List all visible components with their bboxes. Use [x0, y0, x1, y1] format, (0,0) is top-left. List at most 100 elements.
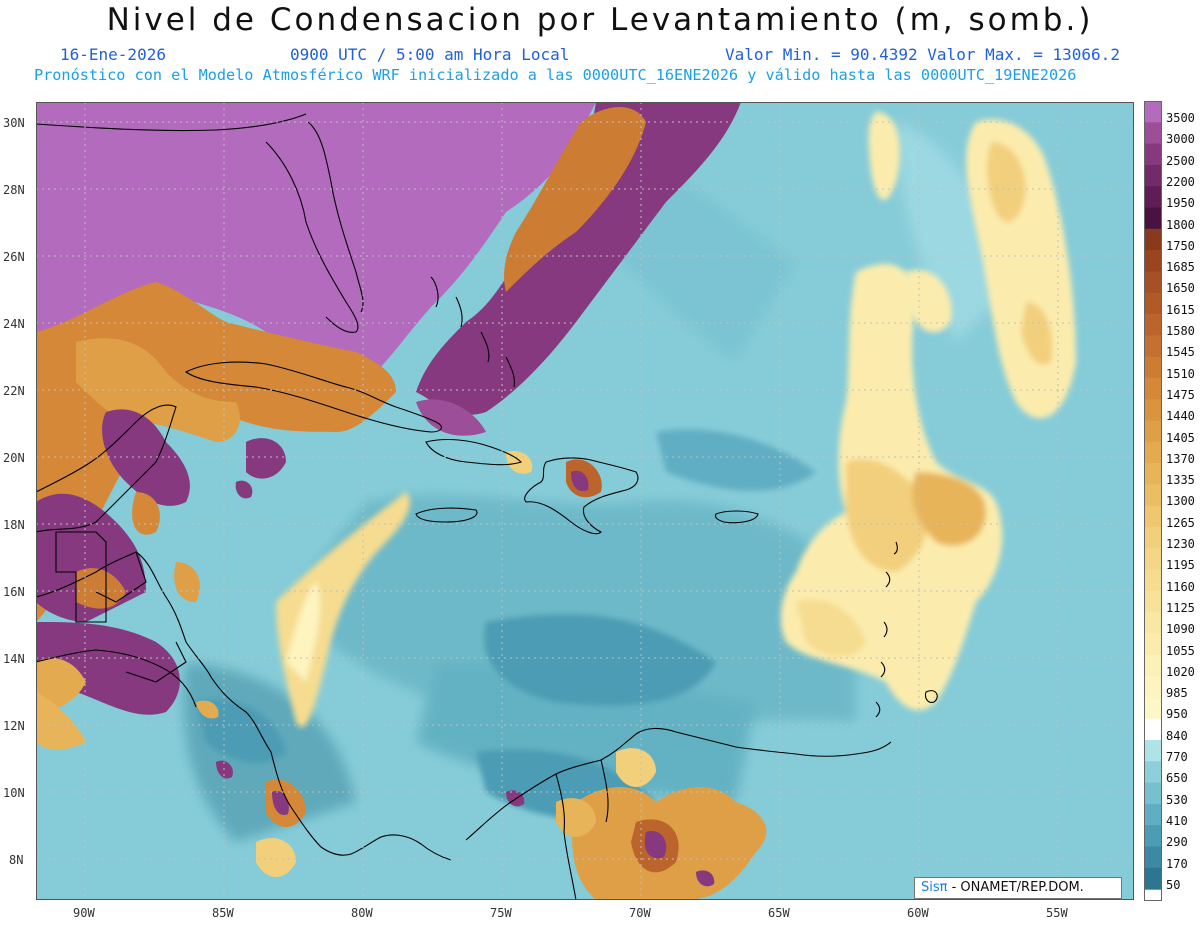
- lat-label: 12N: [3, 719, 25, 733]
- lat-label: 22N: [3, 384, 25, 398]
- colorbar-border: [1144, 101, 1162, 901]
- colorbar-swatch: [1144, 740, 1162, 762]
- colorbar-swatch: [1144, 356, 1162, 379]
- colorbar-swatch: [1144, 207, 1162, 230]
- lon-label: 80W: [351, 906, 373, 920]
- colorbar-swatch: [1144, 697, 1162, 720]
- colorbar-level-label: 2500: [1166, 153, 1195, 168]
- colorbar-level-label: 1545: [1166, 345, 1195, 360]
- colorbar-swatch: [1144, 782, 1162, 805]
- colorbar-level-label: 1160: [1166, 579, 1195, 594]
- lon-label: 60W: [907, 906, 929, 920]
- colorbar-level-label: 1510: [1166, 366, 1195, 381]
- lat-label: 24N: [3, 317, 25, 331]
- map-title: Nivel de Condensacion por Levantamiento …: [106, 2, 1094, 38]
- colorbar-level-label: 3000: [1166, 132, 1195, 147]
- colorbar-swatch: [1144, 228, 1162, 251]
- credit-box: Sisπ - ONAMET/REP.DOM.: [914, 877, 1122, 899]
- lon-label: 85W: [212, 906, 234, 920]
- colorbar-level-label: 950: [1166, 707, 1188, 722]
- colorbar-level-label: 1055: [1166, 643, 1195, 658]
- colorbar-swatch: [1144, 548, 1162, 571]
- colorbar-level-label: 3500: [1166, 111, 1195, 125]
- colorbar-level-label: 2200: [1166, 174, 1195, 189]
- lat-label: 20N: [3, 451, 25, 465]
- colorbar-swatch: [1144, 186, 1162, 209]
- colorbar-level-label: 1475: [1166, 387, 1195, 402]
- lcl-shading: [36, 102, 1134, 900]
- lon-label: 75W: [490, 906, 512, 920]
- colorbar-swatch: [1144, 335, 1162, 358]
- colorbar-level-label: 985: [1166, 686, 1188, 701]
- colorbar-level-label: 50: [1166, 877, 1181, 892]
- colorbar-level-label: 770: [1166, 750, 1188, 764]
- colorbar-level-label: 1125: [1166, 600, 1195, 615]
- colorbar-swatch: [1144, 633, 1162, 656]
- colorbar-level-label: 1335: [1166, 473, 1195, 488]
- lcl-map: [36, 102, 1134, 900]
- colorbar-level-label: 170: [1166, 856, 1188, 871]
- colorbar-level-label: 1685: [1166, 260, 1195, 275]
- colorbar-level-label: 1020: [1166, 664, 1195, 679]
- colorbar-swatch: [1144, 292, 1162, 315]
- lat-label: 26N: [3, 250, 25, 264]
- colorbar-swatch: [1144, 867, 1162, 890]
- colorbar-swatch: [1144, 420, 1162, 443]
- colorbar-swatch: [1144, 463, 1162, 485]
- colorbar-level-label: 1440: [1166, 409, 1195, 424]
- colorbar-swatch: [1144, 143, 1162, 166]
- colorbar-level-label: 1230: [1166, 537, 1195, 551]
- colorbar-level-label: 650: [1166, 771, 1188, 786]
- coastlines: [36, 113, 938, 900]
- colorbar-swatch: [1144, 271, 1162, 294]
- colorbar-swatch: [1144, 484, 1162, 507]
- model-info: Pronóstico con el Modelo Atmosférico WRF…: [34, 66, 1077, 84]
- colorbar-swatch: [1144, 250, 1162, 272]
- colorbar-swatch: [1144, 314, 1162, 336]
- colorbar: [1144, 101, 1162, 901]
- credit-text: - ONAMET/REP.DOM.: [951, 880, 1084, 895]
- colorbar-swatch: [1144, 164, 1162, 187]
- lat-label: 30N: [3, 116, 25, 130]
- colorbar-swatch: [1144, 803, 1162, 826]
- colorbar-swatch: [1144, 505, 1162, 528]
- colorbar-level-label: 1195: [1166, 558, 1195, 573]
- colorbar-level-label: 1300: [1166, 494, 1195, 509]
- colorbar-level-label: 1750: [1166, 238, 1195, 253]
- colorbar-level-label: 840: [1166, 728, 1188, 743]
- colorbar-level-label: 1580: [1166, 324, 1195, 338]
- colorbar-swatch: [1144, 654, 1162, 677]
- colorbar-level-label: 410: [1166, 813, 1188, 828]
- colorbar-level-label: 1090: [1166, 622, 1195, 637]
- colorbar-swatch: [1144, 590, 1162, 613]
- colorbar-level-label: 1650: [1166, 281, 1195, 296]
- colorbar-level-label: 290: [1166, 835, 1188, 850]
- sispi-logo: Sisπ: [921, 880, 948, 895]
- colorbar-swatch: [1144, 612, 1162, 635]
- colorbar-swatch: [1144, 441, 1162, 464]
- lat-label: 28N: [3, 183, 25, 197]
- lat-label: 10N: [3, 786, 25, 800]
- colorbar-swatch: [1144, 101, 1162, 123]
- forecast-date: 16-Ene-2026: [60, 45, 166, 64]
- colorbar-swatch: [1144, 825, 1162, 848]
- colorbar-swatch: [1144, 718, 1162, 741]
- colorbar-level-label: 1615: [1166, 302, 1195, 317]
- lat-label: 14N: [3, 652, 25, 666]
- lat-label: 18N: [3, 518, 25, 532]
- colorbar-level-label: 530: [1166, 792, 1188, 807]
- colorbar-level-label: 1950: [1166, 196, 1195, 211]
- lat-label: 8N: [9, 853, 24, 867]
- colorbar-swatch: [1144, 377, 1162, 400]
- lon-label: 55W: [1046, 906, 1068, 920]
- colorbar-swatch: [1144, 569, 1162, 592]
- gridlines: [36, 102, 1134, 900]
- colorbar-swatch: [1144, 399, 1162, 422]
- lon-label: 70W: [629, 906, 651, 920]
- colorbar-swatch: [1144, 122, 1162, 145]
- map-border: [36, 102, 1134, 900]
- colorbar-level-label: 1800: [1166, 217, 1195, 232]
- colorbar-level-label: 1370: [1166, 451, 1195, 466]
- colorbar-swatch: [1144, 761, 1162, 784]
- colorbar-swatch: [1144, 846, 1162, 869]
